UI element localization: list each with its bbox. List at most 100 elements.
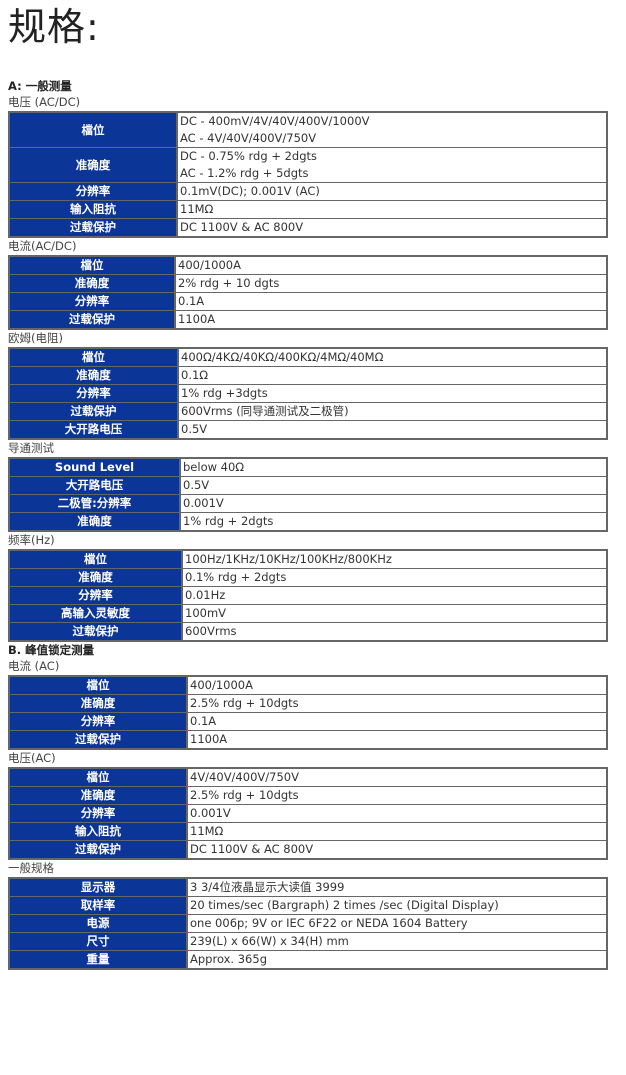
spec-value-cell: 400/1000A bbox=[188, 677, 606, 695]
spec-value-cell: DC 1100V & AC 800V bbox=[188, 841, 606, 858]
spec-label: Sound Level bbox=[10, 459, 181, 477]
spec-value: 400Ω/4KΩ/40KΩ/400KΩ/4MΩ/40MΩ bbox=[181, 350, 384, 364]
table-row: 显示器 3 3/4位液晶显示大读值 3999 bbox=[10, 879, 606, 897]
spec-label: 输入阻抗 bbox=[10, 823, 188, 841]
spec-label: 准确度 bbox=[10, 513, 181, 530]
spec-table: 檔位 400Ω/4KΩ/40KΩ/400KΩ/4MΩ/40MΩ 准确度 0.1Ω 分辨率… bbox=[8, 347, 608, 440]
table-row: 输入阻抗 11MΩ bbox=[10, 201, 606, 219]
spec-label: 大开路电压 bbox=[10, 477, 181, 495]
table-row: 尺寸 239(L) x 66(W) x 34(H) mm bbox=[10, 933, 606, 951]
spec-value: 2.5% rdg + 10dgts bbox=[190, 696, 299, 710]
table-row: 分辨率 1% rdg +3dgts bbox=[10, 385, 606, 403]
spec-value-cell: 0.001V bbox=[188, 805, 606, 823]
table-row: 大开路电压 0.5V bbox=[10, 421, 606, 438]
section-heading: 频率(Hz) bbox=[8, 533, 55, 547]
table-row: 电源 one 006p; 9V or IEC 6F22 or NEDA 1604 … bbox=[10, 915, 606, 933]
spec-value: 20 times/sec (Bargraph) 2 times /sec (Di… bbox=[190, 898, 499, 912]
section-heading: 电流(AC/DC) bbox=[8, 239, 77, 253]
spec-value: 11MΩ bbox=[180, 202, 214, 216]
table-row: 准确度 2.5% rdg + 10dgts bbox=[10, 695, 606, 713]
table-row: 檔位 400Ω/4KΩ/40KΩ/400KΩ/4MΩ/40MΩ bbox=[10, 349, 606, 367]
spec-value-cell: 20 times/sec (Bargraph) 2 times /sec (Di… bbox=[188, 897, 606, 915]
spec-value-cell: 2.5% rdg + 10dgts bbox=[188, 695, 606, 713]
spec-value: 11MΩ bbox=[190, 824, 224, 838]
spec-label: 分辨率 bbox=[10, 805, 188, 823]
spec-label: 过载保护 bbox=[10, 841, 188, 858]
spec-value: 0.1A bbox=[178, 294, 205, 308]
spec-table: 檔位 DC - 400mV/4V/40V/400V/1000V AC - 4V/40… bbox=[8, 111, 608, 238]
table-row: 分辨率 0.1mV(DC); 0.001V (AC) bbox=[10, 183, 606, 201]
spec-value-cell: 0.1Ω bbox=[179, 367, 606, 385]
spec-table: 显示器 3 3/4位液晶显示大读值 3999 取样率 20 times/sec (Ba… bbox=[8, 877, 608, 970]
table-row: 准确度 2% rdg + 10 dgts bbox=[10, 275, 606, 293]
table-row: 二极管:分辨率 0.001V bbox=[10, 495, 606, 513]
table-row: 分辨率 0.01Hz bbox=[10, 587, 606, 605]
table-row: 过载保护 DC 1100V & AC 800V bbox=[10, 841, 606, 858]
spec-label: 檔位 bbox=[10, 257, 176, 275]
table-row: 准确度 0.1Ω bbox=[10, 367, 606, 385]
spec-label: 二极管:分辨率 bbox=[10, 495, 181, 513]
spec-value: 239(L) x 66(W) x 34(H) mm bbox=[190, 934, 349, 948]
spec-value: 4V/40V/400V/750V bbox=[190, 770, 299, 784]
spec-label: 分辨率 bbox=[10, 587, 183, 605]
spec-value-cell: 1100A bbox=[188, 731, 606, 748]
spec-value-cell: 0.001V bbox=[181, 495, 606, 513]
spec-label: 电源 bbox=[10, 915, 188, 933]
spec-label: 准确度 bbox=[10, 695, 188, 713]
spec-value: 0.1% rdg + 2dgts bbox=[185, 570, 287, 584]
section-heading: 电压(AC) bbox=[8, 751, 56, 765]
spec-value-cell: 0.5V bbox=[181, 477, 606, 495]
spec-value-cell: 2.5% rdg + 10dgts bbox=[188, 787, 606, 805]
spec-label: 檔位 bbox=[10, 677, 188, 695]
table-row: 准确度 DC - 0.75% rdg + 2dgts AC - 1.2% rdg +… bbox=[10, 148, 606, 183]
spec-value: 600Vrms bbox=[185, 624, 237, 638]
spec-value-cell: 0.5V bbox=[179, 421, 606, 438]
spec-value: AC - 1.2% rdg + 5dgts bbox=[180, 166, 309, 180]
spec-value: DC - 0.75% rdg + 2dgts bbox=[180, 149, 318, 163]
spec-value-cell: 2% rdg + 10 dgts bbox=[176, 275, 606, 293]
spec-value: 1100A bbox=[178, 312, 216, 326]
table-row: 重量 Approx. 365g bbox=[10, 951, 606, 968]
table-row: 檔位 100Hz/1KHz/10KHz/100KHz/800KHz bbox=[10, 551, 606, 569]
spec-value-cell: 11MΩ bbox=[178, 201, 606, 219]
spec-value: 1% rdg + 2dgts bbox=[183, 514, 274, 528]
spec-value: DC - 400mV/4V/40V/400V/1000V bbox=[180, 114, 370, 128]
spec-value: AC - 4V/40V/400V/750V bbox=[180, 131, 317, 145]
spec-table: 檔位 100Hz/1KHz/10KHz/100KHz/800KHz 准确度 0.1% … bbox=[8, 549, 608, 642]
spec-label: 檔位 bbox=[10, 551, 183, 569]
spec-value: 0.1A bbox=[190, 714, 217, 728]
table-row: 高输入灵敏度 100mV bbox=[10, 605, 606, 623]
spec-label: 檔位 bbox=[10, 113, 178, 148]
spec-table: Sound Level below 40Ω 大开路电压 0.5V 二极管:分辨率 0.00… bbox=[8, 457, 608, 532]
spec-label: 过载保护 bbox=[10, 403, 179, 421]
spec-value-cell: DC - 0.75% rdg + 2dgts AC - 1.2% rdg + 5d… bbox=[178, 148, 606, 183]
group-heading: A: 一般测量 bbox=[8, 79, 72, 93]
spec-value-cell: 0.1% rdg + 2dgts bbox=[183, 569, 606, 587]
spec-value: 400/1000A bbox=[190, 678, 253, 692]
spec-value-cell: 3 3/4位液晶显示大读值 3999 bbox=[188, 879, 606, 897]
spec-value-cell: 239(L) x 66(W) x 34(H) mm bbox=[188, 933, 606, 951]
table-row: 檔位 DC - 400mV/4V/40V/400V/1000V AC - 4V/40… bbox=[10, 113, 606, 148]
spec-value-cell: 1100A bbox=[176, 311, 606, 328]
spec-value: 0.1mV(DC); 0.001V (AC) bbox=[180, 184, 320, 198]
table-row: 大开路电压 0.5V bbox=[10, 477, 606, 495]
page-title: 规格: bbox=[8, 5, 100, 49]
spec-page: 规格: A: 一般测量 电压 (AC/DC) 檔位 DC - 400mV/4V/40V… bbox=[8, 5, 608, 970]
section-heading: 一般规格 bbox=[8, 861, 54, 875]
spec-label: 檔位 bbox=[10, 769, 188, 787]
spec-label: 分辨率 bbox=[10, 713, 188, 731]
section-heading: 电流 (AC) bbox=[8, 659, 60, 673]
table-row: 过载保护 1100A bbox=[10, 311, 606, 328]
table-row: 分辨率 0.1A bbox=[10, 713, 606, 731]
spec-label: 过载保护 bbox=[10, 311, 176, 328]
section-heading: 导通测试 bbox=[8, 441, 54, 455]
spec-value-cell: 11MΩ bbox=[188, 823, 606, 841]
table-row: 过载保护 DC 1100V & AC 800V bbox=[10, 219, 606, 236]
spec-label: 准确度 bbox=[10, 148, 178, 183]
spec-value: below 40Ω bbox=[183, 460, 245, 474]
spec-label: 准确度 bbox=[10, 367, 179, 385]
spec-value: 100mV bbox=[185, 606, 227, 620]
table-row: 准确度 2.5% rdg + 10dgts bbox=[10, 787, 606, 805]
spec-value-cell: 0.1mV(DC); 0.001V (AC) bbox=[178, 183, 606, 201]
spec-value: 600Vrms (同导通测试及二极管) bbox=[181, 404, 349, 418]
